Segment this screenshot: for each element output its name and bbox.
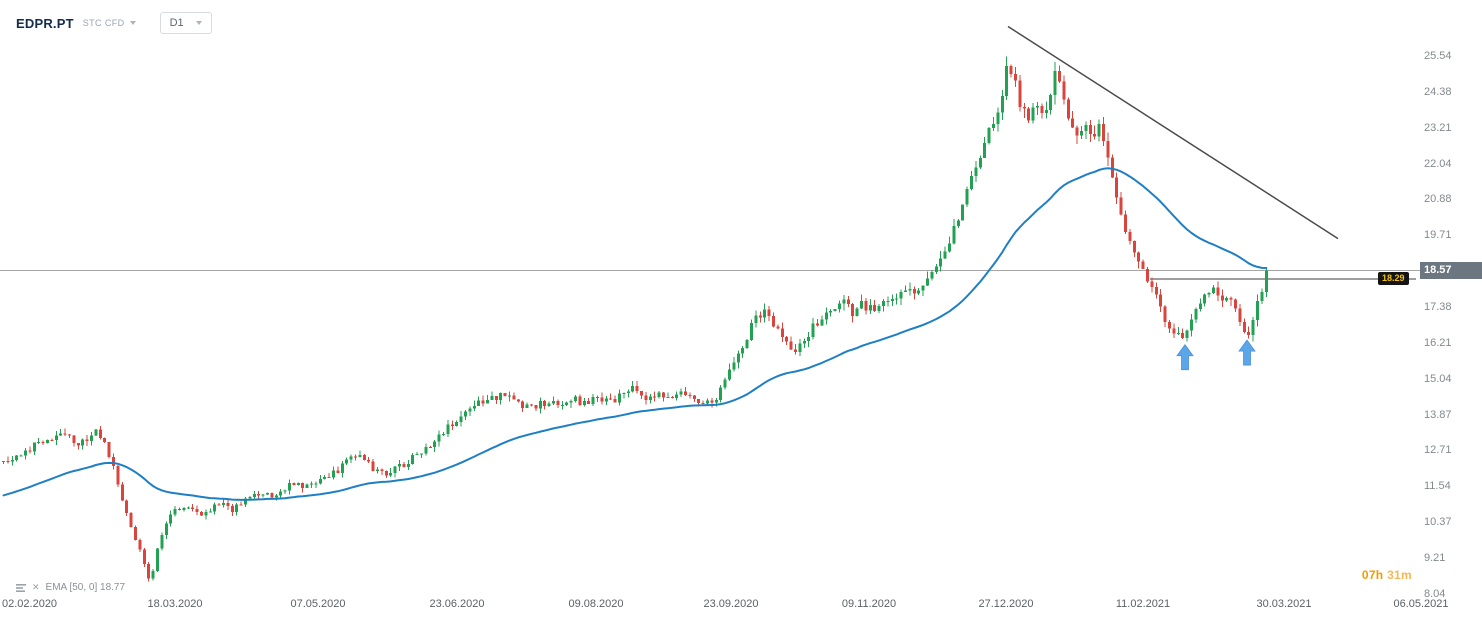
date-tick-label: 23.09.2020 [703, 598, 759, 610]
date-tick-label: 11.02.2021 [1115, 598, 1171, 610]
price-tick-label: 13.87 [1424, 408, 1452, 421]
date-tick-label: 27.12.2020 [978, 598, 1034, 610]
date-tick-label: 23.06.2020 [429, 598, 485, 610]
price-tick-label: 20.88 [1424, 193, 1452, 206]
price-tick-label: 11.54 [1424, 480, 1451, 493]
date-tick-label: 09.11.2020 [841, 598, 897, 610]
timeframe-value: D1 [169, 17, 184, 29]
countdown-hours: 07h [1361, 568, 1384, 582]
chart-header: EDPR.PT STC CFD D1 [16, 12, 212, 34]
remove-indicator-icon[interactable]: ✕ [32, 582, 40, 592]
date-tick-label: 07.05.2020 [290, 598, 346, 610]
indicator-label: EMA [50, 0] 18.77 [45, 582, 126, 593]
price-tick-label: 15.04 [1424, 372, 1452, 385]
price-axis[interactable]: 25.54 24.38 23.21 22.04 20.88 19.71 17.38 16.21… [1420, 0, 1482, 622]
symbol-ticker[interactable]: EDPR.PT [16, 15, 74, 31]
up-arrow-annotation[interactable] [1238, 339, 1256, 366]
date-tick-label: 06.05.2021 [1393, 598, 1449, 610]
date-tick-label: 09.08.2020 [568, 598, 624, 610]
date-tick-label: 18.03.2020 [147, 598, 203, 610]
price-tick-label: 10.37 [1424, 516, 1452, 529]
price-tick-label: 24.38 [1424, 85, 1452, 98]
chevron-down-icon [195, 21, 202, 25]
price-tick-label: 19.71 [1424, 229, 1452, 242]
price-tick-label: 16.21 [1424, 336, 1452, 349]
up-arrow-annotation[interactable] [1176, 343, 1194, 371]
indicator-row: ✕ EMA [50, 0] 18.77 [16, 582, 125, 593]
price-tick-label: 17.38 [1424, 300, 1452, 313]
price-tick-label: 12.71 [1424, 444, 1452, 457]
support-price-badge[interactable]: 18.29 [1378, 272, 1409, 286]
price-tick-label: 8.04 [1424, 588, 1446, 600]
date-tick-label: 02.02.2020 [2, 598, 58, 610]
price-tick-label: 9.21 [1424, 552, 1446, 565]
current-price-badge: 18.57 [1420, 261, 1482, 279]
countdown-minutes: 31m [1387, 568, 1412, 582]
candlestick-series [2, 56, 1268, 582]
chevron-down-icon[interactable] [129, 21, 136, 25]
price-tick-label: 23.21 [1424, 121, 1452, 134]
ema-line[interactable] [2, 167, 1268, 501]
timeframe-dropdown[interactable]: D1 [159, 12, 212, 34]
price-tick-label: 22.04 [1424, 157, 1452, 170]
time-axis[interactable]: 02.02.2020 18.03.2020 07.05.2020 23.06.2020… [0, 596, 1482, 614]
instrument-type-label: STC CFD [82, 18, 125, 28]
descending-trendline[interactable] [1007, 25, 1339, 240]
candle-close-countdown: 07h 31m [1290, 568, 1412, 582]
date-tick-label: 30.03.2021 [1256, 598, 1312, 610]
price-tick-label: 25.54 [1424, 50, 1452, 62]
indicator-type-icon [16, 583, 26, 592]
